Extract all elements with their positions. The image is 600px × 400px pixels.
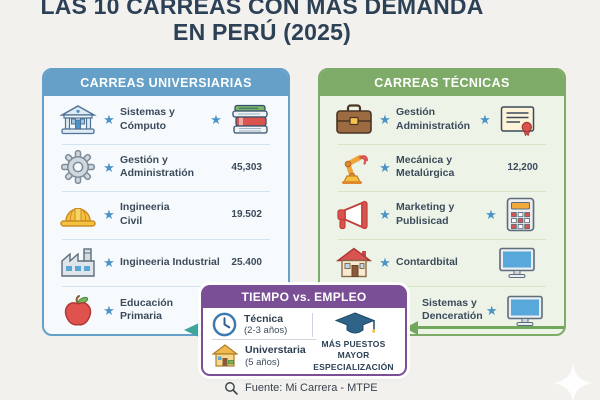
universitaria-title: Universtaria: [245, 344, 306, 356]
star-icon: ★: [485, 207, 497, 223]
hard-hat-icon: [56, 201, 100, 228]
career-label: Ingineeria Industrial: [120, 255, 220, 268]
career-label: Sistemas y Cómputo: [120, 106, 175, 132]
source-text: Fuente: Mi Carrera - MTPE: [245, 382, 378, 394]
career-row-educacion-primaria: ★ Educación Primaria: [44, 286, 288, 334]
star-icon: ★: [379, 159, 391, 175]
note-line2: MAYOR ESPECIALIZACIÓN: [313, 350, 394, 372]
vertical-divider: [312, 312, 313, 337]
career-row-mecanica-metalurgica: ★ Mecánica y Metalúrgica 12,200: [320, 143, 564, 192]
apple-icon: [56, 294, 100, 327]
career-value: 19.502: [231, 209, 262, 221]
career-row-ingenieria-civil: ★ Ingineeria Civil 19.502: [44, 191, 288, 239]
universitaria-duration: (5 años): [245, 356, 280, 368]
career-value: 12,200: [507, 161, 538, 173]
clock-icon: [212, 312, 237, 337]
panel-carreras-tecnicas: CARREAS TÉCNICAS ★ Gestión Administratió…: [318, 68, 566, 336]
career-label: Educación Primaria: [120, 296, 174, 323]
title-line2: EN PERÚ (2025): [173, 19, 351, 45]
career-row-right: [498, 247, 552, 279]
panel-universitarias-header: CARREAS UNIVERSIARIAS: [44, 70, 288, 96]
star-icon: ★: [103, 159, 115, 175]
career-label: Mecánica y Metalúrgica: [396, 153, 455, 180]
search-icon: [224, 381, 238, 395]
star-icon: ★: [103, 112, 115, 128]
tecnica-title: Técnica: [244, 312, 284, 325]
career-label: Gestión Administratión: [396, 106, 471, 132]
star-icon: ★: [379, 207, 391, 223]
house-icon: [332, 247, 376, 278]
green-connector-line: [417, 326, 564, 329]
universitaria-label: Universtaria (5 años): [238, 344, 311, 368]
books-icon: [230, 104, 270, 135]
career-row-ingenieria-industrial: ★ Ingineeria Industrial 25.400: [44, 238, 288, 287]
star-icon: ★: [103, 255, 115, 271]
robot-arm-icon: [332, 151, 376, 184]
monitor-icon: [498, 247, 536, 279]
university-building-icon: [56, 104, 100, 135]
tiempo-body: Técnica (2-3 años): [203, 308, 405, 374]
horizontal-divider: [212, 339, 316, 340]
title-line1: LAS 10 CARREAS CON MÁS DEMANDA: [40, 0, 484, 19]
career-row-right: ★: [482, 197, 552, 232]
star-icon: ★: [103, 302, 115, 318]
calculator-icon: [505, 197, 536, 232]
career-value: 45,303: [231, 161, 262, 173]
panel-tecnicas-header: CARREAS TÉCNICAS: [320, 70, 564, 96]
briefcase-icon: [332, 104, 376, 135]
career-row-right: ★: [483, 295, 560, 326]
star-icon: ★: [379, 112, 391, 128]
gear-icon: [56, 150, 100, 185]
career-label: Contardbital: [396, 255, 458, 268]
tiempo-vs-empleo-box: TIEMPO vs. EMPLEO Técnica (2-3 años): [201, 285, 407, 376]
tecnica-duration: (2-3 años): [244, 325, 288, 337]
panel-carreras-universitarias: CARREAS UNIVERSIARIAS: [42, 68, 290, 336]
house-icon: [212, 344, 238, 368]
career-label: Marketing y Publisicad: [396, 201, 455, 227]
tiempo-row-universitaria: Universtaria (5 años) MÁS PUESTOS MAYOR …: [203, 339, 405, 373]
panel-tecnicas-body: ★ Gestión Administratión ★: [320, 96, 564, 334]
career-value: 25.400: [231, 257, 262, 269]
career-label: Ingineeria Civil: [120, 201, 170, 227]
career-row-right: ★: [207, 104, 276, 135]
career-label: Sistemas y Denceratión: [422, 296, 483, 323]
monitor-icon: [506, 295, 544, 326]
career-row-contabilidad: ★ Contardbital: [320, 238, 564, 287]
page-title: LAS 10 CARREAS CON MÁS DEMANDA EN PERÚ (…: [0, 0, 524, 45]
tecnica-label: Técnica (2-3 años): [237, 313, 310, 337]
star-icon: ★: [210, 112, 222, 128]
star-icon: ★: [103, 207, 115, 223]
star-icon: ★: [485, 302, 498, 318]
megaphone-icon: [332, 200, 376, 230]
factory-icon: [56, 247, 100, 278]
source-footer: Fuente: Mi Carrera - MTPE: [224, 381, 378, 395]
career-row-right: ★: [476, 104, 552, 136]
career-row-sistemas-decoracion: Sistemas y Denceratión ★: [320, 286, 564, 334]
sparkle-icon: [551, 361, 595, 400]
career-row-marketing-publicidad: ★ Marketing y Publisicad ★: [320, 191, 564, 239]
diploma-icon: [499, 104, 536, 136]
career-row-sistemas-computo: ★ Sistemas y Cómputo ★: [44, 96, 288, 144]
career-row-gestion-administracion: ★ Gestión y Administratión 45,303: [44, 143, 288, 192]
tiempo-row-tecnica: Técnica (2-3 años): [203, 310, 405, 339]
panel-universitarias-body: ★ Sistemas y Cómputo ★: [44, 96, 288, 334]
green-arrow-icon: [405, 321, 418, 335]
teal-arrow-icon: [184, 323, 199, 337]
note-line1: MÁS PUESTOS: [321, 338, 386, 349]
star-icon: ★: [479, 112, 491, 128]
career-label: Gestión y Administratión: [120, 153, 195, 180]
tiempo-header: TIEMPO vs. EMPLEO: [203, 287, 405, 308]
star-icon: ★: [379, 255, 391, 271]
graduation-cap-icon: [313, 312, 396, 337]
career-row-gestion-administracion-tec: ★ Gestión Administratión ★: [320, 96, 564, 144]
empleo-note: MÁS PUESTOS MAYOR ESPECIALIZACIÓN: [311, 339, 396, 373]
